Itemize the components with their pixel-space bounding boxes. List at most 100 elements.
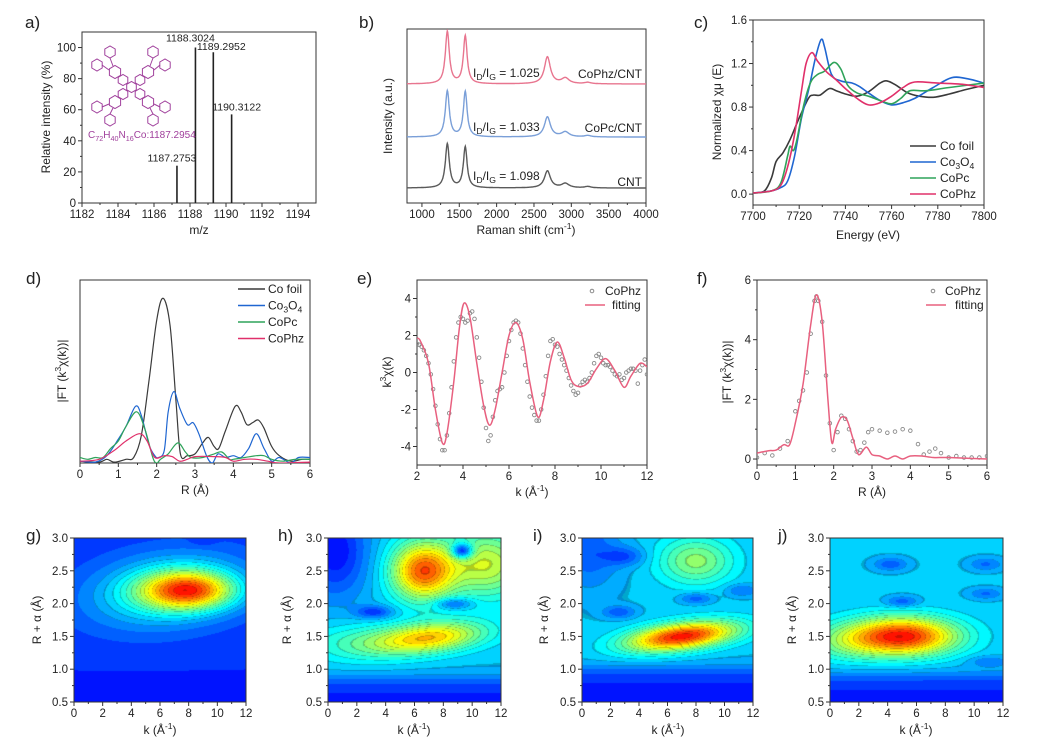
x-axis-title: Energy (eV) <box>836 228 900 242</box>
y-tick-label: 1.0 <box>560 664 576 676</box>
y-tick-label: 0 <box>70 198 76 210</box>
legend-label: Co foil <box>940 139 974 153</box>
data-point <box>865 429 871 435</box>
x-tick-label: 3 <box>869 471 875 483</box>
plot-frame <box>81 31 317 204</box>
x-tick-label: 10 <box>595 471 608 483</box>
data-point <box>938 450 944 456</box>
data-point <box>628 366 634 372</box>
data-point <box>785 438 790 444</box>
legend-label: CoPhz <box>945 284 981 298</box>
x-tick-label: 1184 <box>106 209 131 221</box>
panel-e: 2 4 6 8 10 12 -4 -2 0 2 4 e) k (Å-1​) k3​χ(k) CoPhzfit… <box>357 269 653 499</box>
data-point <box>835 429 840 435</box>
x-tick-label: 4 <box>230 469 237 481</box>
legend-label: Co3​O4​ <box>940 155 974 171</box>
plot-frame <box>581 537 754 703</box>
series-line <box>753 80 984 194</box>
data-point <box>488 433 493 438</box>
x-tick-label: 0 <box>579 708 585 720</box>
y-tick-label: 2 <box>405 331 411 343</box>
x-tick-label: 7760 <box>879 211 905 223</box>
y-tick-label: 4 <box>405 294 412 306</box>
x-tick-label: 10 <box>968 708 981 720</box>
data-point <box>635 381 641 386</box>
data-point <box>598 355 604 360</box>
legend-label: CoPhz <box>268 332 304 346</box>
data-point <box>568 383 574 388</box>
wavelet-transform-heatmap-j <box>830 538 1003 702</box>
x-tick-label: 4 <box>636 708 643 720</box>
data-point <box>417 341 420 347</box>
x-tick-label: 4000 <box>633 209 659 221</box>
x-tick-label: 2 <box>856 708 862 720</box>
panel-label: e) <box>357 269 372 288</box>
y-tick-label: 3.0 <box>808 533 824 545</box>
y-tick-label: 3.0 <box>560 533 576 545</box>
mass-peak-label: 1188.3024 <box>166 33 215 45</box>
series-line <box>80 390 310 463</box>
legend-label: fitting <box>612 298 641 312</box>
plot-area <box>417 302 647 453</box>
data-point <box>474 335 480 340</box>
x-tick-label: 4 <box>382 708 389 720</box>
x-tick-label: 6 <box>664 708 670 720</box>
panel-label: b) <box>359 13 374 32</box>
x-tick-label: 0 <box>77 469 83 481</box>
x-tick-label: 4 <box>460 471 467 483</box>
panel-label: d) <box>26 269 41 288</box>
data-point <box>555 344 560 349</box>
data-point <box>603 362 608 368</box>
raman-spectrum-line <box>407 88 646 138</box>
x-tick-label: 1000 <box>409 209 435 221</box>
plot-frame <box>406 28 647 204</box>
legend-label: CoPhz <box>605 284 641 298</box>
legend-label: Co foil <box>268 282 302 296</box>
raman-spectrum-line <box>407 29 646 85</box>
x-axis-title: m/z <box>189 223 208 237</box>
y-tick-label: 0.5 <box>808 697 824 709</box>
x-tick-label: 1186 <box>142 209 167 221</box>
x-tick-label: 6 <box>913 708 919 720</box>
x-tick-label: 12 <box>747 708 760 720</box>
y-tick-label: 40 <box>63 136 76 148</box>
data-point <box>869 426 875 432</box>
x-tick-label: 2 <box>153 469 159 481</box>
data-point <box>545 353 551 359</box>
x-axis-title: k (Å-1​) <box>397 721 430 737</box>
y-tick-label: 2.0 <box>560 599 576 611</box>
y-axis-title: |FT (k3​χ(k))| <box>718 340 734 403</box>
data-point <box>476 355 482 360</box>
y-tick-label: 1.5 <box>306 631 322 643</box>
y-axis-title: Normalized χμ (E) <box>710 64 724 161</box>
y-tick-label: 2.5 <box>808 566 824 578</box>
data-point <box>486 438 491 444</box>
data-point <box>642 357 647 362</box>
y-axis-title: R + α (Å) <box>536 596 551 645</box>
y-tick-label: -2 <box>401 405 411 417</box>
plot-area <box>753 38 984 194</box>
data-point <box>453 335 459 340</box>
x-tick-label: 2 <box>354 708 360 720</box>
y-tick-label: 1.6 <box>731 15 747 27</box>
data-point <box>637 368 643 373</box>
panel-f: 0 1 2 3 4 5 6 0 2 4 6 f) R (Å) |FT (k3​χ(k))| CoPhzfit… <box>697 269 990 499</box>
y-tick-label: 0.5 <box>560 697 576 709</box>
data-point <box>862 440 867 445</box>
x-axis-title: k (Å-1​) <box>651 721 684 737</box>
panel-i: 0 2 4 6 8 10 12 0.5 1.0 1.5 2.0 2.5 3.0 i) k (Å-1​) R +… <box>533 526 759 737</box>
wavelet-transform-heatmap-g <box>74 538 246 702</box>
data-point <box>933 446 938 451</box>
y-tick-label: 1.0 <box>306 664 322 676</box>
x-axis-title: R (Å) <box>858 484 886 499</box>
y-tick-label: 1.0 <box>808 664 824 676</box>
x-tick-label: 3500 <box>596 209 622 221</box>
legend-label: fitting <box>955 298 984 312</box>
plot-area <box>407 29 646 189</box>
y-tick-label: 2.0 <box>306 599 322 611</box>
y-tick-label: 100 <box>57 43 76 55</box>
x-tick-label: 1188 <box>178 209 203 221</box>
wavelet-transform-heatmap-h <box>328 538 501 702</box>
x-tick-label: 7700 <box>740 211 766 223</box>
